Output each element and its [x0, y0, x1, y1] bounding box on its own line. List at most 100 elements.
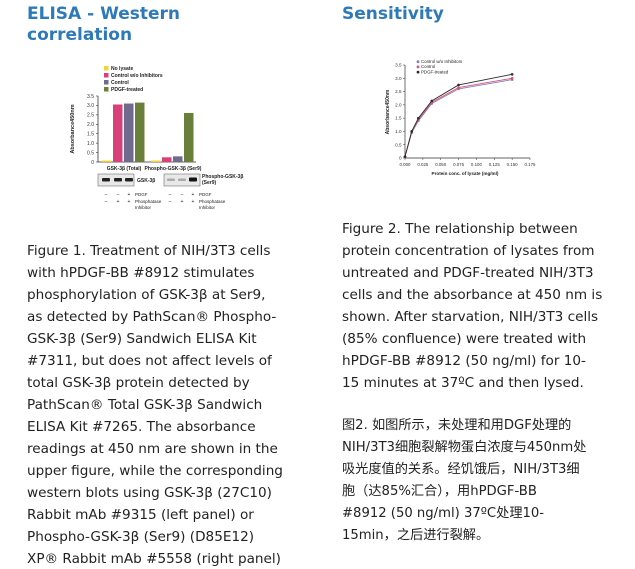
caption-line: 吸光度值的关系。经饥饿后，NIH/3T3细	[342, 462, 580, 477]
y-tick-label: 0	[399, 156, 402, 161]
legend-marker	[416, 60, 420, 64]
y-tick-label: 0	[91, 160, 94, 166]
data-point	[417, 116, 420, 120]
caption-line: #8912 (50 ng/ml) 37ºC处理10-	[342, 506, 545, 521]
x-tick-label: 0.000	[400, 162, 412, 167]
x-tick-label: 0.075	[453, 162, 465, 167]
pdgf-mark: +	[128, 192, 131, 198]
caption-line: total GSK-3β protein detected by	[27, 375, 250, 391]
pdgf-mark: +	[192, 192, 195, 198]
y-axis-label: Absorbance450nm	[385, 89, 391, 134]
blot-band	[125, 178, 133, 182]
y-tick-label: 1.0	[395, 129, 402, 134]
caption-line: phosphorylation of GSK-3β at Ser9,	[27, 287, 266, 303]
pdgf-mark: –	[181, 192, 184, 198]
y-tick-label: 1.5	[87, 132, 94, 138]
caption-line: PathScan® Total GSK-3β Sandwich	[27, 397, 263, 413]
data-point	[403, 155, 407, 158]
legend-marker	[416, 70, 420, 74]
blot-row-label: Inhibitor	[199, 205, 216, 210]
caption-line: shown. After starvation, NIH/3T3 cells	[342, 309, 599, 325]
x-axis-label: Protein conc. of lysate (mg/ml)	[432, 171, 499, 176]
figure1-heading-line: correlation	[27, 25, 133, 45]
y-tick-label: 1.0	[87, 141, 94, 147]
figure2-caption: Figure 2. The relationship between protei…	[342, 218, 602, 394]
y-tick-label: 2.0	[395, 102, 402, 107]
x-tick-label: 0.100	[471, 162, 483, 167]
caption-line: 15 minutes at 37ºC and then lysed.	[342, 375, 584, 391]
legend-label: Control	[111, 80, 129, 86]
caption-line: 15min，之后进行裂解。	[342, 528, 490, 543]
caption-line: untreated and PDGF-treated NIH/3T3	[342, 265, 594, 281]
bar	[173, 156, 183, 162]
blot-band	[114, 178, 122, 182]
bar	[162, 157, 172, 162]
figure1-caption: Figure 1. Treatment of NIH/3T3 cells with…	[27, 240, 283, 569]
caption-line: cells and the absorbance at 450 nm is	[342, 287, 603, 303]
caption-line: hPDGF-BB #8912 (50 ng/ml) for 10-	[342, 353, 586, 369]
y-tick-label: 3.5	[395, 63, 402, 68]
bar	[124, 103, 134, 162]
x-tick-label: 0.025	[417, 162, 429, 167]
y-tick-label: 1.5	[395, 116, 402, 121]
figure1-heading: ELISA - Western correlation	[27, 4, 180, 46]
legend-label: Control w/o Inhibitors	[421, 59, 463, 64]
legend-label: No lysate	[111, 66, 133, 72]
caption-line: Phospho-GSK-3β (Ser9) (D85E12)	[27, 529, 255, 545]
blot-row-label: Phosphatase	[199, 199, 226, 204]
caption-line: NIH/3T3细胞裂解物蛋白浓度与450nm处	[342, 440, 587, 455]
inhibitor-mark: +	[181, 199, 184, 205]
y-axis-label: Absorbance450nm	[70, 104, 76, 153]
legend-marker	[416, 65, 420, 69]
inhibitor-mark: +	[117, 199, 120, 205]
bar	[102, 160, 112, 162]
bar	[113, 104, 123, 162]
y-tick-label: 3.5	[87, 94, 94, 100]
y-tick-label: 0.5	[87, 150, 94, 156]
figure2-caption-cn: 图2. 如图所示，未处理和用DGF处理的 NIH/3T3细胞裂解物蛋白浓度与450…	[342, 415, 586, 547]
y-tick-label: 2.0	[87, 122, 94, 128]
y-tick-label: 2.5	[395, 89, 402, 94]
group-label: Phospho-GSK-3β (Ser9)	[145, 166, 202, 172]
y-tick-label: 0.5	[395, 142, 402, 147]
y-tick-label: 3.0	[87, 103, 94, 109]
blot-band	[167, 178, 175, 181]
x-tick-label: 0.175	[525, 162, 537, 167]
y-tick-label: 3.0	[395, 76, 402, 81]
legend-swatch	[104, 73, 109, 78]
blot-label-right: Phospho-GSK-3β	[202, 174, 243, 180]
data-point	[457, 86, 460, 89]
bar	[151, 160, 161, 162]
data-point	[457, 83, 460, 87]
caption-line: (85% confluence) were treated with	[342, 331, 587, 347]
data-point	[510, 76, 514, 80]
figure2-line-chart: 0 0.5 1.0 1.5 2.0 2.5 3.0 3.5 0.000 0.025 0.050 0.0…	[385, 59, 537, 176]
blot-row-label: PDGF	[135, 192, 148, 197]
caption-line: ELISA Kit #7265. The absorbance	[27, 419, 256, 435]
blot-row-label: Inhibitor	[135, 205, 152, 210]
inhibitor-mark: –	[105, 199, 108, 205]
caption-line: 胞（达85%汇合），用hPDGF-BB	[342, 484, 537, 499]
blot-band	[189, 177, 197, 182]
bar	[135, 102, 145, 162]
caption-line: protein concentration of lysates from	[342, 243, 595, 259]
inhibitor-mark: –	[169, 199, 172, 205]
legend-label: Control w/o Inhibitors	[111, 73, 163, 79]
data-point	[430, 99, 434, 103]
legend-label: PDGF-treated	[111, 87, 143, 93]
caption-line: as detected by PathScan® Phospho-	[27, 309, 277, 325]
group-label: GSK-3β (Total)	[107, 166, 142, 172]
inhibitor-mark: +	[192, 199, 195, 205]
x-tick-label: 0.150	[507, 162, 519, 167]
series-line	[404, 79, 513, 157]
y-tick-label: 2.5	[87, 113, 94, 119]
caption-line: 图2. 如图所示，未处理和用DGF处理的	[342, 418, 572, 433]
caption-line: readings at 450 nm are shown in the	[27, 441, 278, 457]
caption-line: XP® Rabbit mAb #5558 (right panel)	[27, 551, 281, 567]
blot-band	[102, 178, 110, 182]
figure2-heading: Sensitivity	[342, 4, 444, 24]
caption-line: with hPDGF-BB #8912 stimulates	[27, 265, 255, 281]
caption-line: Rabbit mAb #9315 (left panel) or	[27, 507, 254, 523]
blot-band	[178, 178, 186, 181]
blot-row-label: PDGF	[199, 192, 212, 197]
